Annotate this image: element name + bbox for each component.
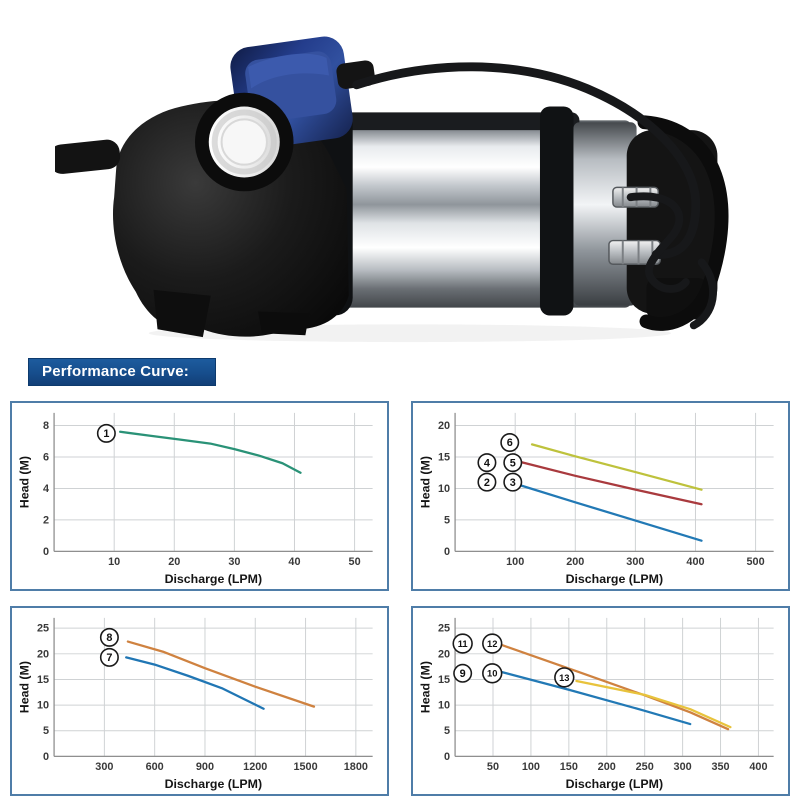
svg-text:6: 6 (43, 451, 49, 463)
svg-text:350: 350 (711, 761, 729, 773)
svg-text:Discharge (LPM): Discharge (LPM) (566, 777, 664, 791)
svg-text:25: 25 (438, 623, 450, 635)
curve-2-3 (517, 483, 703, 542)
chart-panel-1: 10 20 30 40 50 0 2 4 6 8 Discharge (LPM) Head (M) 1 (10, 401, 389, 591)
svg-text:11: 11 (458, 638, 468, 649)
svg-text:400: 400 (749, 761, 767, 773)
svg-text:100: 100 (522, 761, 540, 773)
svg-text:4: 4 (484, 457, 490, 469)
svg-text:1200: 1200 (243, 761, 267, 773)
svg-text:9: 9 (460, 668, 466, 680)
curve-1 (119, 430, 302, 474)
chart-svg-3: 300 600 900 1200 1500 1800 0 5 10 15 20 25 Discharge… (17, 617, 373, 791)
svg-text:20: 20 (37, 648, 49, 660)
svg-text:0: 0 (444, 546, 450, 558)
curve-8 (126, 640, 316, 708)
chart-svg-1: 10 20 30 40 50 0 2 4 6 8 Discharge (LPM) Head (M) 1 (17, 412, 373, 586)
curve-6 (530, 443, 703, 491)
svg-text:15: 15 (37, 674, 49, 686)
svg-text:900: 900 (196, 761, 214, 773)
svg-text:8: 8 (106, 632, 112, 644)
chart-panel-4: 50 100 150 200 250 300 350 400 0 5 10 15 20 25 Dischar… (411, 606, 790, 796)
svg-text:100: 100 (506, 556, 524, 568)
svg-text:10: 10 (438, 700, 450, 712)
svg-text:Head (M): Head (M) (17, 661, 31, 713)
svg-text:20: 20 (438, 648, 450, 660)
svg-text:Discharge (LPM): Discharge (LPM) (165, 777, 263, 791)
svg-text:Head (M): Head (M) (418, 456, 432, 508)
svg-text:13: 13 (559, 672, 569, 683)
svg-text:0: 0 (43, 546, 49, 558)
svg-text:10: 10 (438, 483, 450, 495)
svg-text:10: 10 (108, 556, 120, 568)
banner-label: Performance Curve: (42, 363, 189, 380)
power-cable (352, 62, 717, 330)
discharge-port (194, 92, 294, 192)
svg-text:400: 400 (686, 556, 704, 568)
svg-text:300: 300 (626, 556, 644, 568)
svg-text:5: 5 (43, 725, 49, 737)
svg-text:0: 0 (43, 751, 49, 763)
svg-text:5: 5 (444, 725, 450, 737)
chart-panel-2: 100 200 300 400 500 0 5 10 15 20 Discharge (LPM) He… (411, 401, 790, 591)
svg-text:8: 8 (43, 420, 49, 432)
chart-panel-3: 300 600 900 1200 1500 1800 0 5 10 15 20 25 Discharge… (10, 606, 389, 796)
svg-text:10: 10 (487, 668, 497, 679)
svg-text:15: 15 (438, 451, 450, 463)
pump-foot (153, 289, 211, 338)
svg-text:0: 0 (444, 751, 450, 763)
svg-text:4: 4 (43, 483, 49, 495)
pump-photo-figure (0, 0, 800, 352)
svg-text:5: 5 (510, 457, 516, 469)
svg-text:50: 50 (487, 761, 499, 773)
svg-text:Head (M): Head (M) (418, 661, 432, 713)
svg-text:25: 25 (37, 623, 49, 635)
svg-text:10: 10 (37, 700, 49, 712)
svg-text:250: 250 (636, 761, 654, 773)
svg-text:Discharge (LPM): Discharge (LPM) (566, 572, 664, 586)
svg-text:200: 200 (566, 556, 584, 568)
svg-text:500: 500 (747, 556, 765, 568)
submersible-pump-image (55, 36, 729, 343)
chart-svg-4: 50 100 150 200 250 300 350 400 0 5 10 15 20 25 Dischar… (418, 617, 774, 791)
svg-text:15: 15 (438, 674, 450, 686)
curve-11-12 (499, 643, 730, 731)
svg-text:Discharge (LPM): Discharge (LPM) (165, 572, 263, 586)
svg-text:50: 50 (349, 556, 361, 568)
svg-text:1800: 1800 (344, 761, 368, 773)
curve-4-5 (517, 460, 703, 506)
svg-text:2: 2 (484, 477, 490, 489)
performance-curve-banner: Performance Curve: (28, 358, 216, 386)
svg-text:3: 3 (510, 477, 516, 489)
svg-text:Head (M): Head (M) (17, 456, 31, 508)
svg-text:150: 150 (560, 761, 578, 773)
svg-text:30: 30 (228, 556, 240, 568)
svg-text:6: 6 (507, 437, 513, 449)
svg-text:600: 600 (146, 761, 164, 773)
curve-7 (125, 656, 265, 710)
curve-9-10 (495, 669, 692, 726)
svg-text:200: 200 (598, 761, 616, 773)
svg-text:7: 7 (106, 652, 112, 664)
svg-text:1: 1 (103, 428, 109, 440)
svg-text:1500: 1500 (293, 761, 317, 773)
svg-text:300: 300 (95, 761, 113, 773)
curve-13 (575, 679, 732, 729)
pump-foot (258, 311, 310, 336)
svg-text:20: 20 (168, 556, 180, 568)
charts-grid: 10 20 30 40 50 0 2 4 6 8 Discharge (LPM) Head (M) 1 … (0, 401, 800, 796)
svg-text:300: 300 (674, 761, 692, 773)
svg-text:5: 5 (444, 514, 450, 526)
chart-svg-2: 100 200 300 400 500 0 5 10 15 20 Discharge (LPM) He… (418, 412, 774, 586)
svg-text:12: 12 (487, 638, 497, 649)
svg-text:2: 2 (43, 514, 49, 526)
pump-inlet-stub (55, 139, 121, 174)
svg-text:20: 20 (438, 420, 450, 432)
svg-text:40: 40 (288, 556, 300, 568)
